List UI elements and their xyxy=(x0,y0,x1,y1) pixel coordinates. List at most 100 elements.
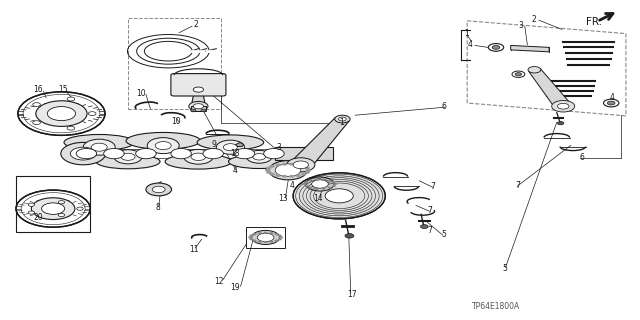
Circle shape xyxy=(58,213,65,217)
Circle shape xyxy=(67,126,75,130)
Circle shape xyxy=(305,171,310,174)
Circle shape xyxy=(345,234,354,238)
Circle shape xyxy=(257,233,274,242)
Circle shape xyxy=(325,189,353,203)
Circle shape xyxy=(16,190,90,227)
Circle shape xyxy=(269,173,275,175)
Circle shape xyxy=(269,241,273,243)
Circle shape xyxy=(191,153,206,161)
Circle shape xyxy=(420,225,428,228)
Circle shape xyxy=(335,115,350,123)
Circle shape xyxy=(315,188,319,189)
Circle shape xyxy=(328,187,332,188)
Circle shape xyxy=(552,100,575,112)
Circle shape xyxy=(201,109,206,112)
Circle shape xyxy=(304,185,308,187)
Circle shape xyxy=(269,232,273,234)
Circle shape xyxy=(275,164,280,166)
Circle shape xyxy=(252,230,280,244)
Text: 2: 2 xyxy=(531,15,536,24)
Circle shape xyxy=(269,165,275,168)
Circle shape xyxy=(121,153,135,160)
Circle shape xyxy=(306,177,334,191)
Circle shape xyxy=(155,141,172,150)
Text: 12: 12 xyxy=(214,277,223,286)
Circle shape xyxy=(258,232,262,234)
Circle shape xyxy=(492,45,500,49)
Circle shape xyxy=(223,144,237,151)
Circle shape xyxy=(31,198,75,220)
Circle shape xyxy=(278,238,282,240)
Polygon shape xyxy=(529,68,572,108)
Text: 8: 8 xyxy=(156,203,160,212)
Circle shape xyxy=(557,122,564,125)
Circle shape xyxy=(607,101,615,105)
Circle shape xyxy=(557,103,569,109)
Circle shape xyxy=(248,236,252,238)
Circle shape xyxy=(104,148,124,159)
Text: 10: 10 xyxy=(136,89,146,98)
Polygon shape xyxy=(275,147,333,160)
Circle shape xyxy=(275,164,301,177)
Circle shape xyxy=(528,67,541,73)
Circle shape xyxy=(275,233,278,235)
Ellipse shape xyxy=(96,155,160,169)
Polygon shape xyxy=(191,106,206,111)
Circle shape xyxy=(293,173,385,219)
Bar xyxy=(128,18,221,109)
Circle shape xyxy=(147,138,179,154)
Circle shape xyxy=(61,142,106,165)
Circle shape xyxy=(332,185,336,187)
Circle shape xyxy=(306,169,311,172)
Circle shape xyxy=(171,148,191,159)
Circle shape xyxy=(88,112,96,116)
Text: 9: 9 xyxy=(211,140,216,148)
Circle shape xyxy=(253,240,257,242)
Circle shape xyxy=(264,148,284,159)
Ellipse shape xyxy=(197,135,264,150)
Circle shape xyxy=(278,235,282,236)
Ellipse shape xyxy=(126,132,200,149)
Text: 1: 1 xyxy=(465,29,469,38)
Text: 5: 5 xyxy=(502,264,508,273)
Text: 6: 6 xyxy=(442,102,447,111)
Circle shape xyxy=(515,73,522,76)
Bar xyxy=(16,176,90,232)
Circle shape xyxy=(246,150,272,163)
Circle shape xyxy=(189,101,208,111)
FancyBboxPatch shape xyxy=(171,74,226,96)
Circle shape xyxy=(339,117,346,121)
Circle shape xyxy=(305,167,310,169)
Circle shape xyxy=(33,121,40,124)
Text: 20: 20 xyxy=(34,213,44,222)
Circle shape xyxy=(193,87,204,92)
Text: 14: 14 xyxy=(313,194,323,203)
Text: 2: 2 xyxy=(193,20,198,29)
Text: 17: 17 xyxy=(348,290,357,299)
Text: 7: 7 xyxy=(428,226,433,235)
Text: 16: 16 xyxy=(33,85,43,94)
Circle shape xyxy=(304,181,308,183)
Circle shape xyxy=(282,163,287,165)
Circle shape xyxy=(287,158,315,172)
Text: 19: 19 xyxy=(230,284,240,292)
Circle shape xyxy=(289,175,294,178)
Circle shape xyxy=(289,163,294,165)
Circle shape xyxy=(512,71,525,77)
Circle shape xyxy=(269,161,307,180)
Circle shape xyxy=(301,165,307,168)
Circle shape xyxy=(193,104,204,109)
Text: 4: 4 xyxy=(467,40,472,49)
Ellipse shape xyxy=(165,154,232,169)
Circle shape xyxy=(33,103,40,107)
Circle shape xyxy=(42,203,65,214)
Circle shape xyxy=(296,174,301,177)
Circle shape xyxy=(321,188,325,189)
Circle shape xyxy=(321,179,325,180)
Text: 7: 7 xyxy=(431,182,436,191)
Circle shape xyxy=(266,167,271,169)
Text: 1: 1 xyxy=(339,118,344,127)
Text: 18: 18 xyxy=(230,149,240,158)
Circle shape xyxy=(28,211,35,214)
Circle shape xyxy=(92,143,108,151)
